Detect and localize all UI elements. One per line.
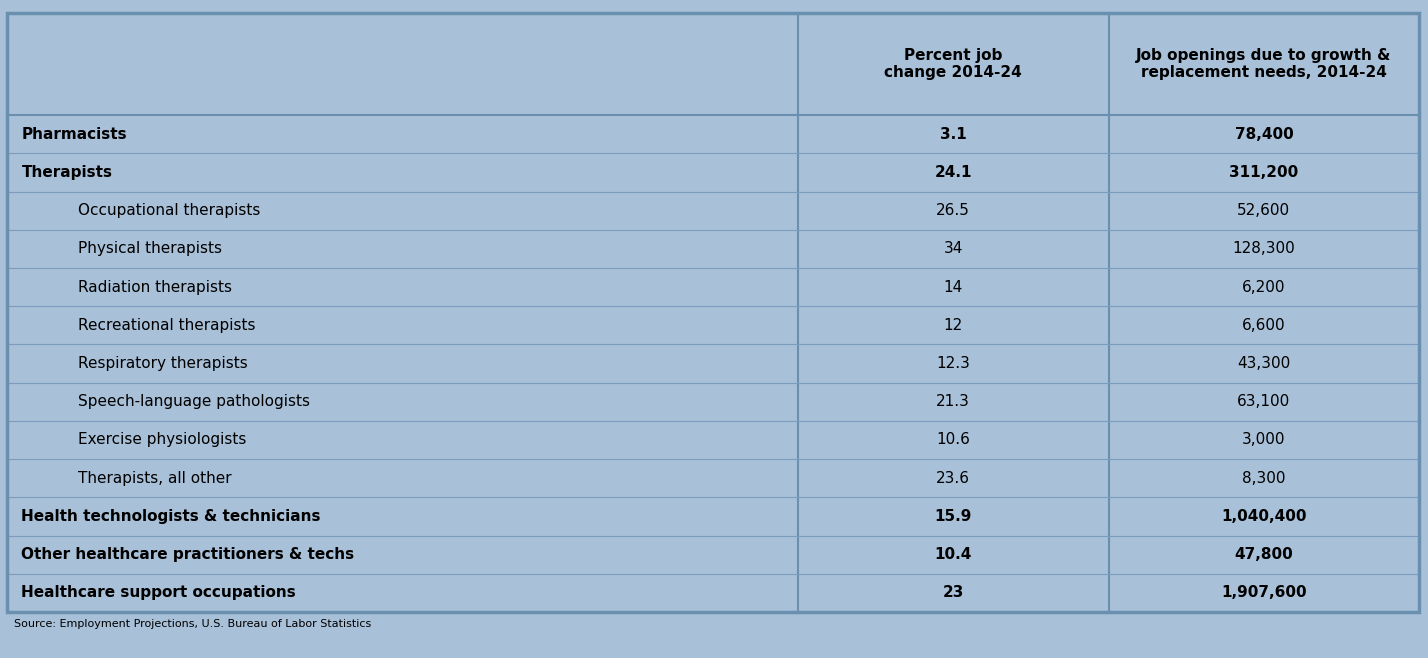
Text: Percent job
change 2014-24: Percent job change 2014-24 bbox=[884, 48, 1022, 80]
Text: Occupational therapists: Occupational therapists bbox=[79, 203, 260, 218]
Text: 12.3: 12.3 bbox=[937, 356, 970, 371]
Text: 128,300: 128,300 bbox=[1232, 241, 1295, 257]
Text: Other healthcare practitioners & techs: Other healthcare practitioners & techs bbox=[21, 547, 354, 562]
Text: 43,300: 43,300 bbox=[1237, 356, 1291, 371]
Text: Job openings due to growth &
replacement needs, 2014-24: Job openings due to growth & replacement… bbox=[1137, 48, 1392, 80]
Text: 23.6: 23.6 bbox=[937, 470, 970, 486]
Text: 52,600: 52,600 bbox=[1237, 203, 1291, 218]
Text: 6,600: 6,600 bbox=[1242, 318, 1285, 333]
Text: 78,400: 78,400 bbox=[1235, 127, 1294, 141]
Text: Source: Employment Projections, U.S. Bureau of Labor Statistics: Source: Employment Projections, U.S. Bur… bbox=[14, 619, 371, 628]
Text: 3,000: 3,000 bbox=[1242, 432, 1285, 447]
Text: 47,800: 47,800 bbox=[1235, 547, 1294, 562]
Text: 15.9: 15.9 bbox=[934, 509, 972, 524]
Text: Radiation therapists: Radiation therapists bbox=[79, 280, 231, 295]
Text: Respiratory therapists: Respiratory therapists bbox=[79, 356, 247, 371]
Text: 34: 34 bbox=[944, 241, 962, 257]
Text: 14: 14 bbox=[944, 280, 962, 295]
Text: 63,100: 63,100 bbox=[1237, 394, 1291, 409]
Text: 26.5: 26.5 bbox=[937, 203, 970, 218]
Text: Therapists: Therapists bbox=[21, 165, 113, 180]
Text: 10.4: 10.4 bbox=[934, 547, 972, 562]
Text: 8,300: 8,300 bbox=[1242, 470, 1285, 486]
Text: Physical therapists: Physical therapists bbox=[79, 241, 221, 257]
Text: Pharmacists: Pharmacists bbox=[21, 127, 127, 141]
Text: Health technologists & technicians: Health technologists & technicians bbox=[21, 509, 321, 524]
Text: 311,200: 311,200 bbox=[1230, 165, 1298, 180]
Text: Therapists, all other: Therapists, all other bbox=[79, 470, 231, 486]
Text: 12: 12 bbox=[944, 318, 962, 333]
Text: 21.3: 21.3 bbox=[937, 394, 970, 409]
Text: Exercise physiologists: Exercise physiologists bbox=[79, 432, 246, 447]
Text: 1,907,600: 1,907,600 bbox=[1221, 586, 1307, 600]
Text: 3.1: 3.1 bbox=[940, 127, 967, 141]
Text: 1,040,400: 1,040,400 bbox=[1221, 509, 1307, 524]
Text: 24.1: 24.1 bbox=[934, 165, 972, 180]
Text: 23: 23 bbox=[942, 586, 964, 600]
FancyBboxPatch shape bbox=[7, 13, 1419, 612]
Text: 6,200: 6,200 bbox=[1242, 280, 1285, 295]
Text: 10.6: 10.6 bbox=[937, 432, 970, 447]
Text: Healthcare support occupations: Healthcare support occupations bbox=[21, 586, 296, 600]
Text: Speech-language pathologists: Speech-language pathologists bbox=[79, 394, 310, 409]
Text: Recreational therapists: Recreational therapists bbox=[79, 318, 256, 333]
